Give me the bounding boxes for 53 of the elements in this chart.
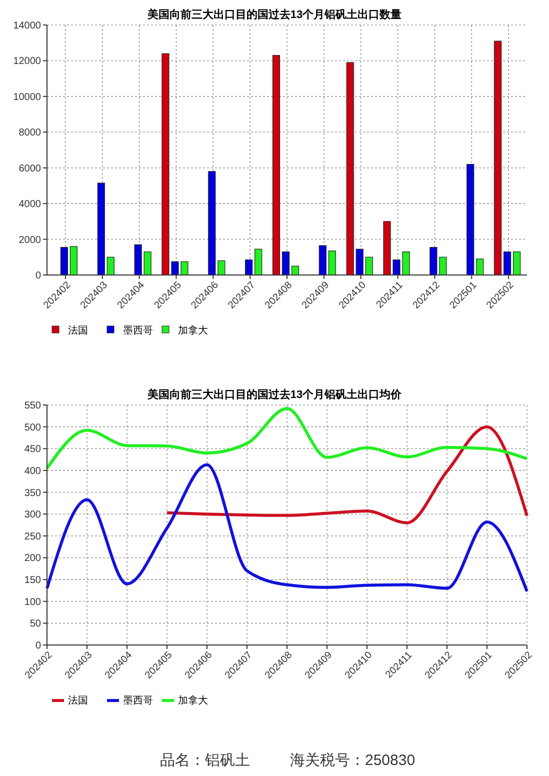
bar xyxy=(356,248,364,276)
line-series xyxy=(166,425,528,524)
y-tick-label: 10000 xyxy=(13,92,42,103)
y-tick-label: 0 xyxy=(35,640,42,652)
y-tick-label: 250 xyxy=(24,531,42,542)
y-tick-label: 300 xyxy=(24,510,42,521)
y-tick-label: 450 xyxy=(24,444,42,456)
bar xyxy=(365,256,373,276)
chart-title: 美国向前三大出口目的国过去13个月铝矾土出口数量 xyxy=(146,8,402,21)
bar xyxy=(476,258,484,276)
text: 品名：铝矾土 xyxy=(160,752,250,769)
bar xyxy=(318,245,326,276)
y-tick-label: 0 xyxy=(35,270,42,282)
text: 海关税号：250830 xyxy=(290,752,416,769)
bar xyxy=(466,164,474,276)
y-tick-label: 200 xyxy=(24,553,42,564)
legend-label: 法国 xyxy=(68,694,88,706)
legend-label: 法国 xyxy=(68,324,88,336)
y-tick-label: 12000 xyxy=(13,56,42,68)
bar xyxy=(346,62,354,276)
bar xyxy=(97,182,105,276)
y-tick-label: 350 xyxy=(24,488,42,499)
bar xyxy=(503,251,512,276)
bar xyxy=(512,251,521,276)
bar xyxy=(254,248,262,276)
y-tick-label: 50 xyxy=(30,618,42,630)
bar xyxy=(70,246,78,276)
y-tick-label: 14000 xyxy=(13,20,42,32)
y-tick-label: 6000 xyxy=(18,163,42,174)
y-tick-label: 150 xyxy=(24,575,42,586)
y-tick-label: 2000 xyxy=(18,234,42,246)
bar xyxy=(208,171,216,276)
y-tick-label: 400 xyxy=(24,466,42,477)
legend-label: 墨西哥 xyxy=(123,326,153,336)
y-tick-label: 500 xyxy=(24,422,42,434)
bar xyxy=(106,256,114,276)
legend-label: 加拿大 xyxy=(178,324,208,336)
y-tick-label: 8000 xyxy=(18,128,42,139)
bar xyxy=(494,40,502,276)
chart-title: 美国向前三大出口目的国过去13个月铝矾土出口均价 xyxy=(146,388,403,401)
legend-label: 加拿大 xyxy=(178,694,208,706)
y-tick-label: 4000 xyxy=(18,199,42,210)
bar xyxy=(272,55,280,276)
y-tick-label: 550 xyxy=(24,400,42,412)
bar xyxy=(60,247,68,276)
bar xyxy=(282,251,290,276)
line-series xyxy=(46,463,528,593)
bar xyxy=(245,260,253,276)
legend-label: 墨西哥 xyxy=(123,696,153,706)
bar xyxy=(218,260,226,276)
bar xyxy=(328,250,336,276)
y-tick-label: 100 xyxy=(24,596,42,608)
bar xyxy=(291,266,300,276)
